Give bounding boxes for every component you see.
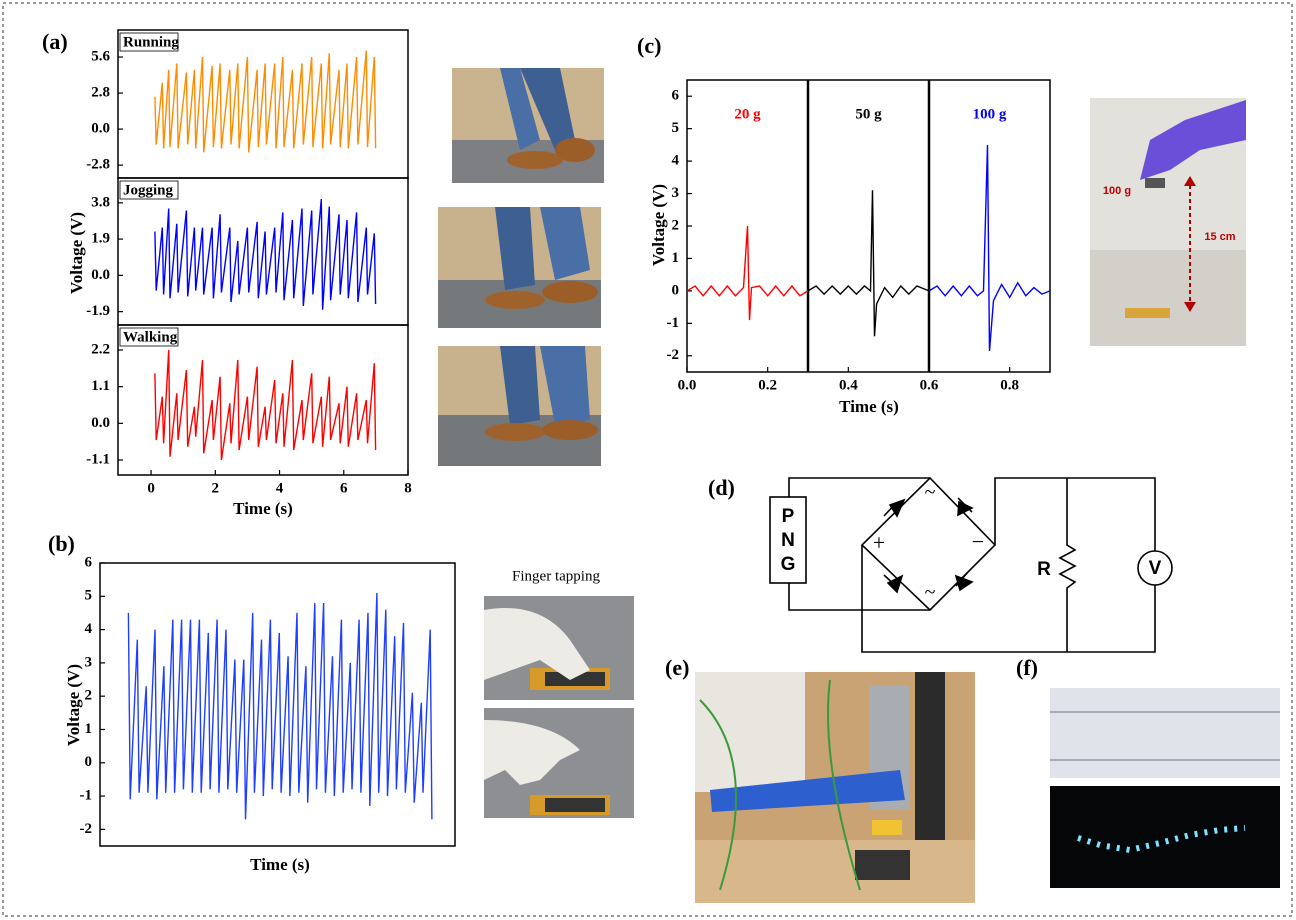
y-tick-label: 2.8 [91,84,110,100]
x-axis-label: Time (s) [250,855,310,874]
x-axis-label: Time (s) [233,499,293,518]
photo-walking [438,346,601,466]
y-tick-label: 1.9 [91,231,110,247]
y-axis-label: Voltage (V) [649,184,668,266]
x-axis-label: Time (s) [839,397,899,416]
data-line [686,225,809,321]
x-tick-label: 2 [212,480,220,496]
meter-label: V [1149,558,1162,579]
photo-finger [484,708,634,818]
photo-leds [1050,688,1280,888]
photo-finger [484,596,634,700]
y-tick-label: 0.0 [91,121,110,137]
plus-sign: + [873,530,885,555]
source-letter: P [782,506,795,527]
panel-labels: (a) (b) (c) (d) (e) (f) [42,29,1038,680]
source-letter: N [781,530,795,551]
y-tick-label: 2 [85,688,93,704]
chart-title: Running [123,34,179,50]
y-axis-label: Voltage (V) [67,212,86,294]
y-tick-label: -1 [80,787,93,803]
data-line [154,349,377,461]
circuit-labels: P N G R V + − ~ ~ [781,482,1162,604]
panel-label: (b) [48,531,75,556]
y-tick-label: -1.9 [86,303,110,319]
data-line [154,50,377,153]
ac-sign: ~ [925,482,936,504]
resistor-label: R [1037,559,1051,580]
weight-label: 100 g [1103,185,1131,197]
y-tick-label: 1.1 [91,378,110,394]
y-tick-label: 5 [672,120,680,136]
y-tick-label: 0 [672,282,680,298]
y-tick-label: 5 [85,588,93,604]
photo-drop [1090,98,1246,346]
x-tick-label: 0.0 [678,377,697,393]
data-line [928,144,1051,351]
title-box [119,32,179,52]
series-label: 100 g [973,106,1007,122]
title-box [119,180,179,200]
panel-label: (c) [637,33,661,58]
panel-label: (f) [1016,655,1038,680]
y-tick-label: 5.6 [91,48,110,64]
y-tick-label: 3 [672,185,680,201]
photo-setup [695,672,975,903]
series-label: 50 g [855,106,882,122]
plot-frame [117,29,409,179]
title-box [119,327,179,347]
y-tick-label: 1 [672,250,680,266]
y-tick-label: 1 [85,721,93,737]
y-tick-label: -2 [667,347,680,363]
y-tick-label: -1.1 [86,451,110,467]
y-tick-label: 2.2 [91,341,110,357]
data-line [127,592,433,820]
panel-label: (e) [665,655,689,680]
x-tick-label: 0.8 [1000,377,1019,393]
x-tick-label: 6 [340,480,348,496]
source-letter: G [781,554,796,575]
y-tick-label: -2.8 [86,157,110,173]
ac-sign: ~ [925,582,936,604]
panel-label: (a) [42,29,68,54]
y-tick-label: -2 [80,821,93,837]
x-tick-label: 0.4 [839,377,858,393]
panel-label: (d) [708,475,735,500]
y-tick-label: 6 [85,554,93,570]
y-tick-label: 4 [85,621,93,637]
x-tick-label: 4 [276,480,284,496]
series-label: 20 g [734,106,761,122]
height-label: 15 cm [1204,231,1235,243]
circuit [769,476,1173,653]
chart-title: Walking [123,329,178,345]
photo-running [452,68,604,183]
data-line [154,198,377,310]
y-tick-label: 0 [85,754,93,770]
chart-title: Jogging [123,182,174,198]
y-axis-label: Voltage (V) [64,664,83,746]
minus-sign: − [972,529,984,554]
plot-frame [686,79,1051,373]
y-tick-label: 2 [672,217,680,233]
y-tick-label: 0.0 [91,415,110,431]
plot-frame [99,562,456,847]
x-tick-label: 0 [147,480,155,496]
data-line [807,190,930,337]
y-tick-label: 6 [672,88,680,104]
y-tick-label: -1 [667,315,680,331]
finger-caption: Finger tapping [512,568,600,584]
x-tick-label: 0.2 [758,377,777,393]
y-tick-label: 3 [85,654,93,670]
x-tick-label: 0.6 [920,377,939,393]
y-tick-label: 4 [672,153,680,169]
x-tick-label: 8 [404,480,412,496]
y-tick-label: 3.8 [91,194,110,210]
plot-frame [117,324,409,476]
photo-jogging [438,207,601,328]
y-tick-label: 0.0 [91,267,110,283]
